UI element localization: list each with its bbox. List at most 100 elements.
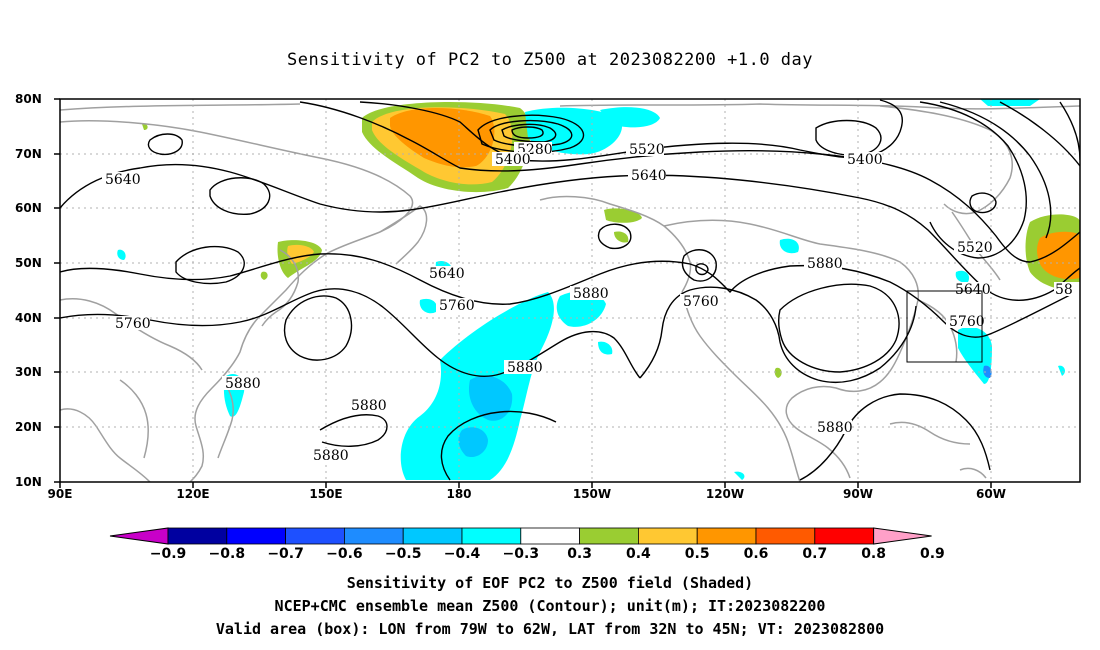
colorbar-tick-label: −0.7 [267,546,304,562]
coast-asia [60,120,414,482]
contour-label-58-edge: 58 [1055,282,1073,298]
contour-5880-high-loop [777,283,900,373]
lat-label-20n: 20N [15,420,42,434]
shaded-negative-arctic-c [980,99,1040,106]
shaded-positive-small-3 [142,123,148,130]
lon-label-150w: 150W [573,487,611,501]
colorbar-tick-label: 0.9 [920,546,945,562]
contour-label-bg [504,360,542,374]
shaded-negative-atl-small-2 [1058,365,1065,376]
contour-label-bg [628,168,666,182]
contour-5280-inner-2 [501,123,557,143]
colorbar-swatch [402,527,463,545]
colorbar-swatch [226,527,287,545]
contour-5400-arctic [359,99,903,162]
shaded-negative-gulf-small [734,471,745,480]
contour-label-bg [102,172,140,186]
map-title: Sensitivity of PC2 to Z500 at 2023082200… [286,50,813,70]
contour-label-bg [348,398,386,412]
contour-label-bg [112,316,150,330]
contour-5880-mid [639,286,917,383]
contour-5880-sw [319,414,388,447]
colorbar-swatch [696,527,757,545]
coast-n-america [663,219,920,479]
shaded-negative-pacific-c [458,427,488,458]
contour-label-layer: 5280 5400 5520 5400 5640 5640 5640 5520 … [102,142,1080,464]
contour-5640-closed-2 [147,133,183,156]
shaded-negative-pacific-d [556,291,606,327]
tick-marks [54,98,992,488]
contour-label-5880-f: 5880 [817,420,853,436]
coast-east-us [917,299,958,363]
z500-contours [60,99,1080,481]
contour-label-5640-d: 5640 [955,282,991,298]
lon-label-120w: 120W [706,487,744,501]
contour-label-bg [436,298,474,312]
shaded-positive-atlantic-core [1037,231,1080,280]
contour-5280-low [477,114,585,154]
map-frame [59,98,1081,483]
contour-label-bg [844,152,882,166]
lon-label-90w: 90W [843,487,873,501]
colorbar-swatch [755,527,816,545]
contour-label-5520: 5520 [629,142,665,158]
lon-label-60w: 60W [976,487,1006,501]
colorbar-tick-label: −0.4 [444,546,481,562]
contour-5880-west [60,288,641,379]
contour-5760-closed-inner [695,263,709,276]
shaded-negative-atl-small [955,270,970,283]
contour-label-5640-a: 5640 [105,172,141,188]
shaded-positive-japan-core [287,244,314,264]
coast-kamchatka [379,205,428,265]
colorbar-low-extension [109,527,169,545]
colorbar-tick-label: 0.4 [626,546,651,562]
contour-label-5880-g: 5880 [313,448,349,464]
contour-label-5880-c: 5880 [507,360,543,376]
shaded-negative-pacific-b [468,375,513,421]
colorbar-swatch [461,527,522,545]
shaded-negative-n-pacific [779,238,799,254]
contour-label-5520-b: 5520 [957,240,993,256]
latitude-labels: 80N 70N 60N 50N 40N 30N 20N 10N [15,92,42,489]
contour-5880-south [799,393,991,481]
shaded-negative-pacific-e [598,341,613,355]
colorbar-swatch [520,527,580,545]
lat-label-40n: 40N [15,311,42,325]
contour-label-5400-b: 5400 [847,152,883,168]
contour-label-bg [1054,282,1080,296]
contour-label-bg [804,256,842,270]
contour-label-5760-b: 5760 [439,298,475,314]
caption-line-3: Valid area (box): LON from 79W to 62W, L… [215,620,885,638]
shaded-negative-bermuda-core [983,365,992,378]
contour-label-5760-a: 5760 [949,314,985,330]
gridlines [60,99,1080,482]
contour-5760-closed-asia [175,245,245,285]
contour-5400-closed-east [815,119,882,156]
colorbar-high-extension [873,527,932,545]
colorbar-tick-label: 0.3 [567,546,592,562]
shaded-positive-small-2 [260,271,268,280]
lat-label-30n: 30N [15,365,42,379]
contour-5640-east [999,101,1080,167]
shaded-negative-arctic-b [600,107,660,128]
colorbar-swatch [343,527,404,545]
contour-label-bg [426,266,464,280]
colorbar-swatch [285,527,345,545]
contour-label-5880-a: 5880 [807,256,843,272]
colorbar-tick-label: 0.7 [802,546,827,562]
colorbar-swatch [579,527,639,545]
lat-label-70n: 70N [15,147,42,161]
lat-label-10n: 10N [15,475,42,489]
contour-5880-west-closed [283,295,353,361]
colorbar-swatch [814,527,874,545]
lon-label-90e: 90E [48,487,73,501]
contour-label-bg [954,240,992,254]
shaded-positive-arctic-orange [390,108,495,168]
valid-area-box [906,290,983,363]
contour-5880-pacific-a [440,410,557,481]
contour-5640-closed-3 [597,223,632,250]
contour-label-bg [680,294,718,308]
caption-line-2: NCEP+CMC ensemble mean Z500 (Contour); u… [274,597,826,615]
contour-label-bg [492,152,530,166]
